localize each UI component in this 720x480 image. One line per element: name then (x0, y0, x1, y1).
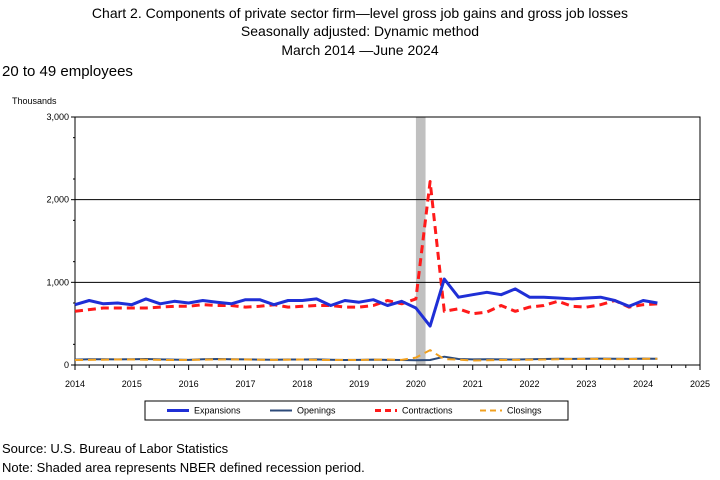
x-tick-label-10: 2024 (633, 379, 653, 389)
legend: Expansions Openings Contractions Closings (144, 400, 569, 421)
legend-label-closings: Closings (507, 406, 542, 416)
legend-label-expansions: Expansions (194, 406, 241, 416)
series-line-expansions (74, 277, 658, 328)
y-tick-label-3: 3,000 (46, 112, 69, 122)
series-layer (74, 180, 658, 362)
x-tick-label-11: 2025 (690, 379, 710, 389)
recession-shading-layer (415, 117, 426, 365)
chart-title-line-2: Seasonally adjusted: Dynamic method (240, 23, 480, 39)
x-tick-label-9: 2023 (576, 379, 596, 389)
x-tick-label-3: 2017 (235, 379, 255, 389)
series-line-closings (74, 349, 658, 362)
y-tick-label-1: 1,000 (46, 277, 69, 287)
x-tick-label-5: 2019 (349, 379, 369, 389)
chart-title-line-1: Chart 2. Components of private sector fi… (91, 5, 629, 21)
chart-title-line-3: March 2014 —June 2024 (281, 42, 439, 58)
x-tick-label-1: 2015 (122, 379, 142, 389)
grid-layer (75, 199, 700, 283)
x-tick-label-0: 2014 (65, 379, 85, 389)
x-tick-label-4: 2018 (292, 379, 312, 389)
chart-subtitle: 20 to 49 employees (2, 63, 133, 80)
x-tick-label-8: 2022 (520, 379, 540, 389)
y-axis-label: Thousands (12, 96, 57, 106)
recession-band (415, 117, 426, 365)
series-line-contractions (74, 180, 658, 316)
x-tick-label-6: 2020 (406, 379, 426, 389)
y-tick-label-0: 0 (64, 360, 69, 370)
x-tick-label-2: 2016 (179, 379, 199, 389)
legend-label-contractions: Contractions (402, 406, 453, 416)
legend-box (144, 400, 569, 421)
axis-layer: 0 1,000 2,000 3,000 2014 2015 2016 2017 2018 2019… (46, 112, 710, 389)
y-tick-label-2: 2,000 (46, 195, 69, 205)
plot-frame (74, 116, 701, 366)
source-note: Source: U.S. Bureau of Labor Statistics (2, 441, 229, 456)
recession-note: Note: Shaded area represents NBER define… (2, 460, 365, 475)
x-tick-label-7: 2021 (463, 379, 483, 389)
legend-label-openings: Openings (297, 406, 336, 416)
